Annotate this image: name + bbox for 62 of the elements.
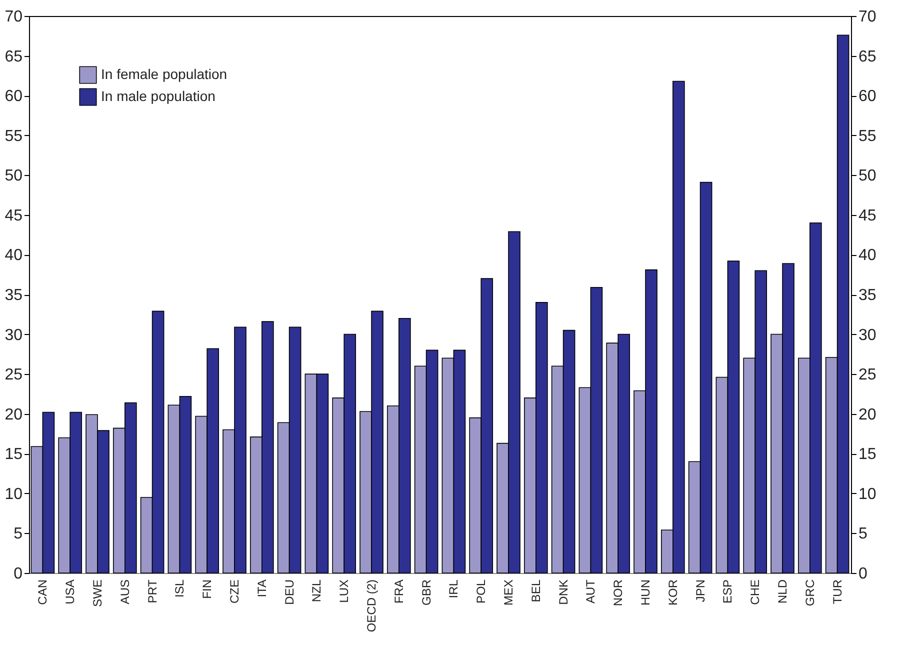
y-tick-label: 60 — [4, 88, 23, 106]
y2-tick-label: 70 — [858, 8, 876, 26]
x-tick-label: IRL — [446, 579, 461, 598]
x-tick-label: DNK — [556, 580, 570, 605]
x-tick-label: TUR — [830, 579, 844, 604]
y-tick-label: 25 — [4, 366, 23, 384]
x-tick-label: CAN — [36, 580, 50, 605]
x-tick-label: HUN — [638, 580, 652, 606]
x-tick-label: NZL — [310, 579, 324, 602]
x-tick-label: DEU — [282, 580, 296, 605]
y2-tick-label: 10 — [858, 486, 876, 503]
x-tick-label: MEX — [502, 580, 516, 606]
x-tick-label: POL — [474, 579, 488, 604]
y-tick-label: 40 — [4, 247, 23, 264]
y-tick-label: 30 — [4, 326, 23, 344]
x-tick-label: ITA — [254, 580, 269, 598]
y-tick-label: 45 — [4, 207, 23, 224]
y-tick-label: 0 — [14, 566, 23, 582]
y-tick-label: 5 — [14, 526, 23, 543]
x-tick-label: AUS — [118, 580, 132, 604]
legend-label: In female population — [101, 66, 228, 82]
y-tick-label: 50 — [4, 168, 23, 185]
x-tick-label: NLD — [776, 579, 790, 604]
y2-tick-label: 40 — [858, 247, 876, 264]
y-tick-label: 55 — [4, 128, 23, 145]
y2-tick-label: 55 — [858, 128, 876, 145]
x-tick-label: FRA — [392, 580, 406, 604]
x-tick-label: CZE — [228, 580, 242, 604]
legend-label: In male population — [101, 88, 216, 104]
y2-tick-label: 20 — [858, 406, 876, 424]
x-tick-label: BEL — [528, 579, 543, 602]
x-tick-label: ESP — [720, 580, 735, 604]
x-tick-label: CHE — [748, 580, 762, 605]
y2-tick-label: 25 — [858, 366, 876, 384]
x-tick-label: PRT — [145, 578, 160, 604]
y-tick-label: 65 — [4, 48, 23, 66]
y2-tick-label: 15 — [858, 446, 876, 464]
x-tick-label: ISL — [172, 579, 187, 598]
y2-tick-label: 35 — [858, 287, 876, 304]
x-tick-label: GBR — [419, 579, 434, 606]
x-tick-label: LUX — [337, 580, 352, 603]
x-tick-label: AUT — [584, 578, 598, 604]
x-tick-label: FIN — [200, 580, 214, 599]
y-tick-label: 20 — [4, 406, 23, 424]
y2-tick-label: 65 — [858, 48, 876, 66]
x-tick-label: USA — [63, 580, 78, 604]
y2-tick-label: 30 — [858, 326, 876, 344]
y2-tick-label: 60 — [858, 88, 876, 106]
y2-tick-label: 0 — [858, 566, 868, 582]
y-tick-label: 10 — [4, 486, 23, 503]
x-tick-label: NOR — [611, 579, 626, 606]
x-tick-label: SWE — [90, 580, 104, 607]
x-tick-label: KOR — [666, 579, 680, 606]
y2-tick-label: 50 — [858, 168, 876, 185]
x-tick-label: GRC — [802, 579, 817, 606]
y2-tick-label: 5 — [858, 526, 868, 543]
y-tick-label: 70 — [4, 8, 23, 26]
x-tick-label: JPN — [693, 580, 708, 602]
y2-tick-label: 45 — [858, 207, 876, 224]
x-tick-label: OECD (2) — [364, 580, 378, 632]
y-tick-label: 15 — [4, 446, 23, 464]
y-tick-label: 35 — [4, 287, 23, 304]
